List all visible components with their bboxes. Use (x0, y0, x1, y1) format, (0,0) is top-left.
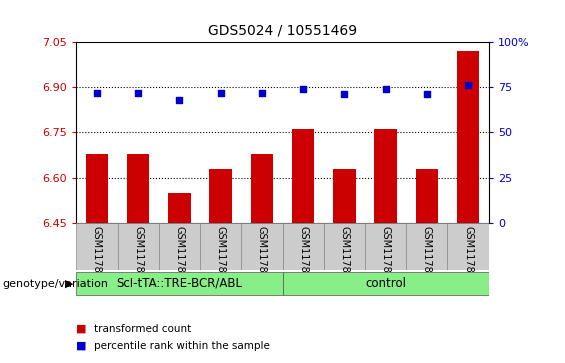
Bar (374, 130, 397, 223)
Bar (282, 272, 489, 295)
Bar (333, 169, 356, 223)
Text: ▶: ▶ (64, 279, 73, 289)
Bar (324, 223, 365, 270)
Text: GSM1178735: GSM1178735 (422, 225, 432, 291)
Point (216, 90, 225, 95)
Point (340, 91, 349, 97)
Bar (209, 169, 232, 223)
Bar (365, 223, 406, 270)
Point (93, 90, 102, 95)
Point (381, 86, 390, 92)
Bar (241, 223, 282, 270)
Text: ■: ■ (76, 323, 87, 334)
Bar (447, 223, 489, 270)
Bar (415, 169, 438, 223)
Text: GSM1178734: GSM1178734 (381, 225, 390, 291)
Text: GSM1178732: GSM1178732 (298, 225, 308, 291)
Text: ■: ■ (76, 340, 87, 351)
Text: genotype/variation: genotype/variation (3, 279, 109, 289)
Bar (76, 272, 282, 295)
Text: GSM1178737: GSM1178737 (92, 225, 102, 291)
Point (175, 97, 184, 103)
Point (299, 86, 308, 92)
Point (423, 91, 432, 97)
Text: transformed count: transformed count (94, 323, 192, 334)
Point (258, 90, 267, 95)
Text: GSM1178741: GSM1178741 (257, 225, 267, 291)
Text: control: control (365, 277, 406, 290)
Bar (292, 130, 315, 223)
Point (464, 82, 473, 88)
Text: GSM1178740: GSM1178740 (216, 225, 225, 291)
Bar (406, 223, 447, 270)
Bar (76, 223, 118, 270)
Bar (250, 154, 273, 223)
Bar (85, 154, 108, 223)
Text: percentile rank within the sample: percentile rank within the sample (94, 340, 270, 351)
Text: GSM1178736: GSM1178736 (463, 225, 473, 291)
Point (134, 90, 142, 95)
Text: ScI-tTA::TRE-BCR/ABL: ScI-tTA::TRE-BCR/ABL (116, 277, 242, 290)
Bar (200, 223, 241, 270)
Bar (159, 223, 200, 270)
Bar (127, 154, 150, 223)
Bar (118, 223, 159, 270)
Bar (457, 51, 480, 223)
Bar (282, 223, 324, 270)
Title: GDS5024 / 10551469: GDS5024 / 10551469 (208, 24, 357, 38)
Bar (168, 193, 191, 223)
Text: GSM1178733: GSM1178733 (340, 225, 349, 291)
Text: GSM1178739: GSM1178739 (175, 225, 184, 291)
Text: GSM1178738: GSM1178738 (133, 225, 143, 291)
